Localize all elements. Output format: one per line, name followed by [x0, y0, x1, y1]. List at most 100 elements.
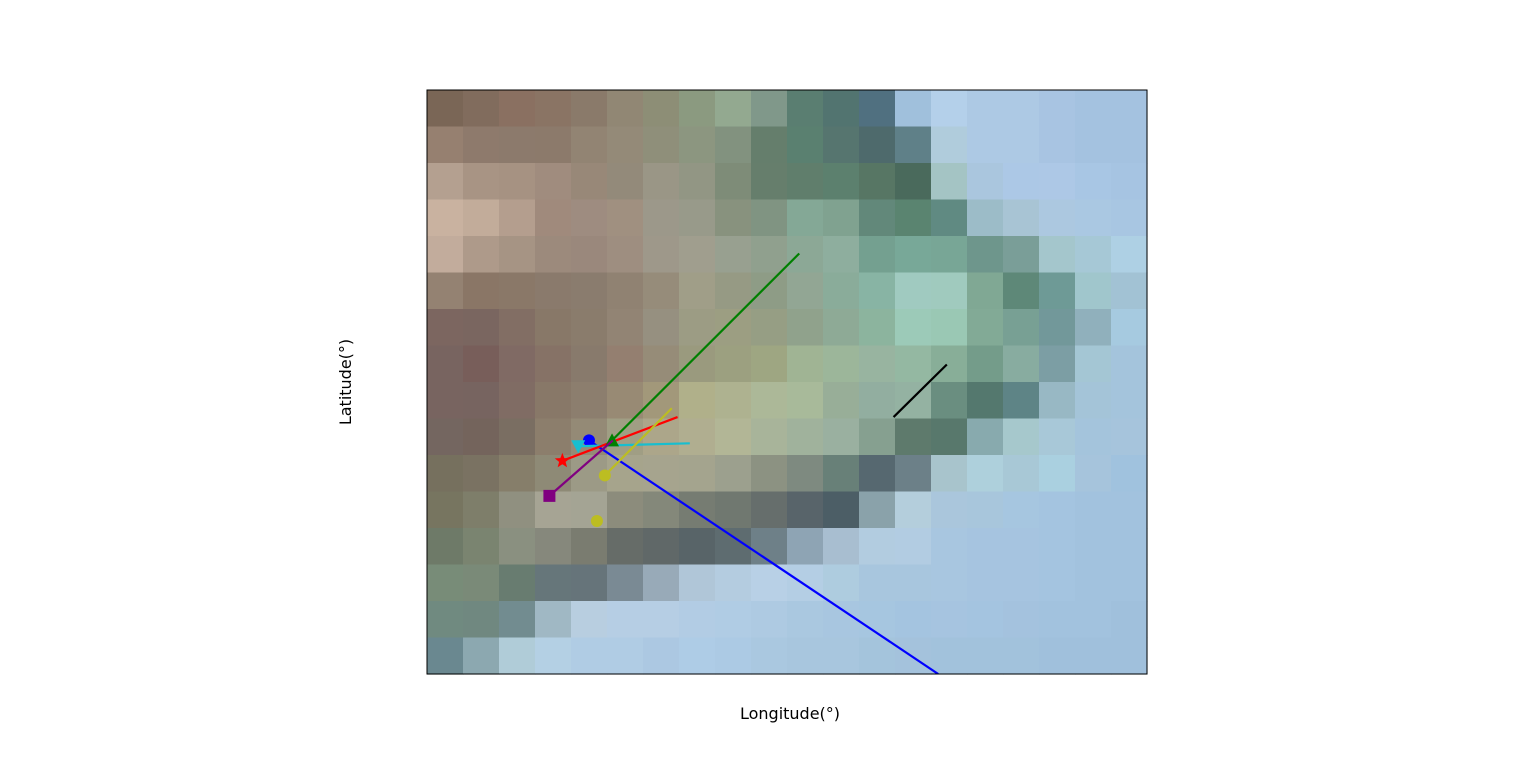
basemap-cell	[1039, 309, 1076, 347]
basemap-cell	[607, 272, 644, 310]
basemap-cell	[535, 528, 572, 566]
basemap-cell	[787, 345, 824, 383]
basemap-cell	[859, 564, 896, 602]
basemap-cell	[787, 236, 824, 274]
basemap-cell	[715, 199, 752, 237]
basemap-cell	[535, 309, 572, 347]
basemap-cell	[823, 455, 860, 493]
basemap-cell	[499, 382, 536, 420]
basemap-cell	[679, 601, 716, 639]
basemap-cell	[427, 309, 464, 347]
basemap-cell	[607, 126, 644, 164]
basemap-cell	[1111, 236, 1148, 274]
basemap-cell	[571, 637, 608, 675]
basemap-cell	[1075, 163, 1112, 201]
basemap-cell	[1003, 199, 1040, 237]
basemap-cell	[895, 272, 932, 310]
basemap-cell	[967, 637, 1004, 675]
basemap-cell	[463, 382, 500, 420]
basemap-cell	[859, 199, 896, 237]
basemap-cell	[1075, 90, 1112, 128]
basemap-cell	[427, 236, 464, 274]
basemap-cell	[463, 236, 500, 274]
basemap-cell	[643, 601, 680, 639]
basemap-cell	[535, 90, 572, 128]
basemap-cell	[715, 90, 752, 128]
y-axis-label: Latitude(°)	[336, 339, 355, 425]
basemap-cell	[823, 236, 860, 274]
basemap-cell	[499, 236, 536, 274]
basemap-cell	[535, 236, 572, 274]
basemap-cell	[967, 126, 1004, 164]
basemap-cell	[427, 418, 464, 456]
basemap-cell	[859, 637, 896, 675]
basemap-cell	[1003, 601, 1040, 639]
basemap-cell	[1003, 382, 1040, 420]
basemap-cell	[427, 126, 464, 164]
basemap-cell	[823, 601, 860, 639]
basemap-cell	[787, 199, 824, 237]
basemap-cell	[859, 382, 896, 420]
basemap-cell	[1003, 272, 1040, 310]
basemap-cell	[679, 199, 716, 237]
basemap-cell	[1111, 126, 1148, 164]
basemap-cell	[895, 382, 932, 420]
basemap-cell	[1039, 528, 1076, 566]
basemap-cell	[823, 199, 860, 237]
basemap-cell	[571, 90, 608, 128]
basemap-cell	[679, 491, 716, 529]
basemap-cell	[751, 601, 788, 639]
basemap-cell	[895, 528, 932, 566]
basemap-cell	[463, 491, 500, 529]
basemap-cell	[787, 637, 824, 675]
basemap-cell	[427, 491, 464, 529]
basemap-cell	[499, 455, 536, 493]
basemap-cell	[751, 382, 788, 420]
basemap-cell	[499, 90, 536, 128]
basemap-cell	[823, 309, 860, 347]
basemap-cell	[751, 418, 788, 456]
basemap-cell	[499, 418, 536, 456]
basemap-cell	[571, 382, 608, 420]
basemap-cell	[463, 199, 500, 237]
basemap-cell	[571, 601, 608, 639]
basemap-cell	[1075, 455, 1112, 493]
basemap-cell	[643, 272, 680, 310]
basemap-cell	[499, 199, 536, 237]
basemap-cell	[751, 199, 788, 237]
basemap-cell	[463, 345, 500, 383]
basemap-cell	[715, 126, 752, 164]
plot-frame	[426, 89, 1148, 675]
basemap-cell	[1039, 163, 1076, 201]
track-line	[604, 407, 673, 477]
basemap-cell	[715, 528, 752, 566]
basemap-cell	[679, 345, 716, 383]
basemap-cell	[499, 528, 536, 566]
basemap-cell	[931, 163, 968, 201]
basemap-cell	[1075, 637, 1112, 675]
basemap-cell	[895, 418, 932, 456]
basemap-cell	[679, 236, 716, 274]
basemap-cell	[1075, 382, 1112, 420]
basemap-cell	[607, 309, 644, 347]
basemap-cell	[679, 528, 716, 566]
basemap-cell	[1039, 564, 1076, 602]
basemap-cell	[895, 236, 932, 274]
basemap-cell	[859, 236, 896, 274]
track	[892, 363, 948, 418]
basemap-cell	[535, 418, 572, 456]
basemap-cell	[1111, 345, 1148, 383]
basemap-cell	[787, 309, 824, 347]
basemap-cell	[751, 491, 788, 529]
basemap-cell	[679, 564, 716, 602]
basemap-cell	[499, 345, 536, 383]
basemap-cell	[823, 90, 860, 128]
basemap-cell	[823, 564, 860, 602]
basemap-cell	[571, 309, 608, 347]
basemap-cell	[1003, 90, 1040, 128]
basemap-cell	[931, 90, 968, 128]
basemap-cell	[427, 272, 464, 310]
basemap-cell	[463, 564, 500, 602]
basemap-cell	[931, 345, 968, 383]
track-marker	[554, 452, 570, 468]
